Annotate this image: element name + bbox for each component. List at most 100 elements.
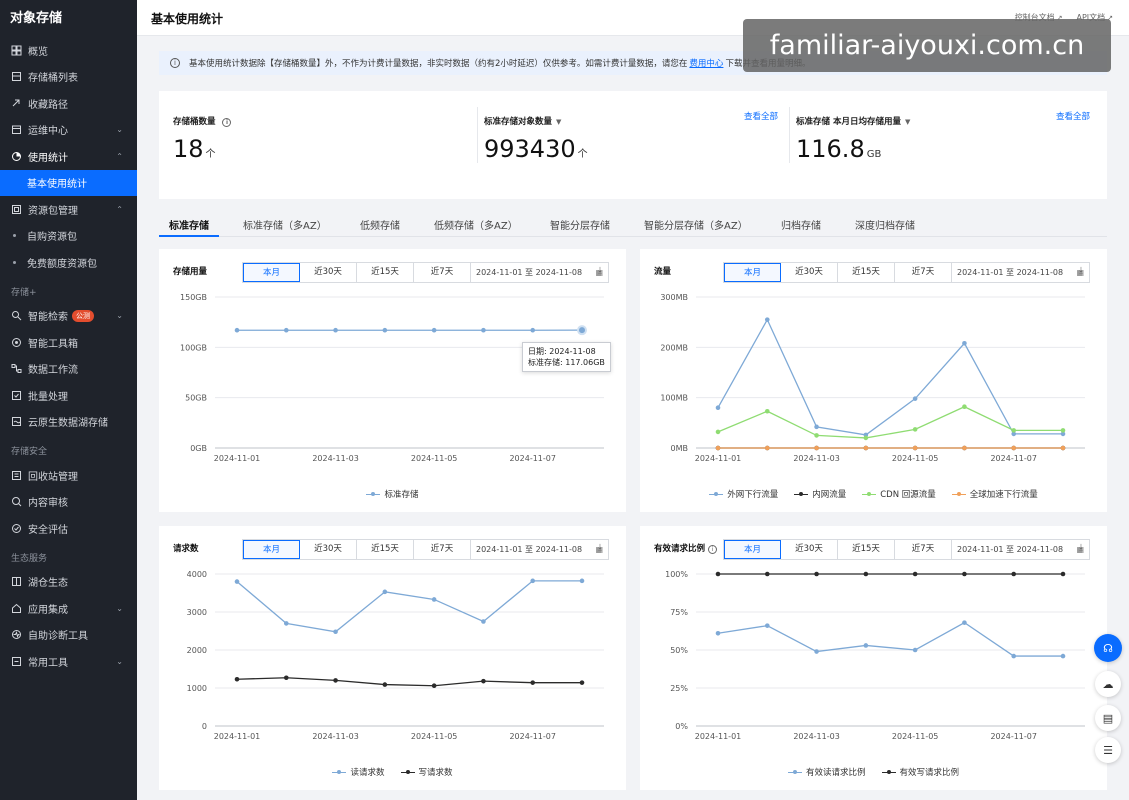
sidebar-item[interactable]: 存储桶列表 <box>0 64 137 91</box>
sidebar-item[interactable]: 自购资源包 <box>0 223 137 250</box>
sidebar-group-label: 存储+ <box>11 287 37 298</box>
api-docs-link[interactable]: API文档 ↗ <box>1076 12 1113 23</box>
menu-button[interactable]: ☰ <box>1095 737 1121 763</box>
range-option-3[interactable]: 近15天 <box>838 540 895 559</box>
tab-infrequent-multi-az[interactable]: 低频存储（多AZ） <box>434 221 518 232</box>
tab-standard[interactable]: 标准存储 <box>169 221 209 232</box>
sidebar-item[interactable]: 数据工作流 <box>0 356 137 383</box>
active-tab-indicator <box>159 235 219 237</box>
legend-item[interactable]: 写请求数 <box>400 766 453 778</box>
date-range-input[interactable]: 2024-11-01 至 2024-11-08 ▦ <box>952 263 1089 282</box>
storage-usage-chart-panel: 存储用量 本月 近30天 近15天 近7天 2024-11-01 至 2024-11-08… <box>159 249 626 512</box>
range-option-2[interactable]: 近30天 <box>300 263 357 282</box>
tab-intelligent-tiering[interactable]: 智能分层存储 <box>550 221 610 232</box>
y-tick-label: 300MB <box>660 293 688 302</box>
tab-intelligent-tiering-multi-az[interactable]: 智能分层存储（多AZ） <box>644 221 748 232</box>
customer-service-button[interactable]: ☊ <box>1094 634 1122 662</box>
range-option-1[interactable]: 本月 <box>243 263 300 282</box>
range-option-2[interactable]: 近30天 <box>781 263 838 282</box>
range-option-4[interactable]: 近7天 <box>414 263 471 282</box>
view-all-storage-link[interactable]: 查看全部 <box>1056 112 1091 122</box>
sidebar-item[interactable]: 回收站管理 <box>0 462 137 489</box>
cloud-button[interactable]: ☁ <box>1095 671 1121 697</box>
sidebar-item[interactable]: 资源包管理 ⌃ <box>0 196 137 223</box>
legend-item[interactable]: 外网下行流量 <box>709 488 778 500</box>
view-all-objects-link[interactable]: 查看全部 <box>744 112 779 122</box>
legend-swatch <box>787 768 802 776</box>
x-tick-label: 2024-11-05 <box>892 732 939 741</box>
legend-label: 写请求数 <box>418 768 453 778</box>
tab-deep-archive[interactable]: 深度归档存储 <box>855 221 915 232</box>
data-point <box>530 680 536 685</box>
sidebar-item[interactable]: 免费额度资源包 <box>0 249 137 276</box>
sidebar-item[interactable]: 云原生数据湖存储 <box>0 409 137 436</box>
chart-title: 有效请求比例 i <box>654 542 718 554</box>
sidebar-item[interactable]: 内容审核 <box>0 489 137 516</box>
tab-archive[interactable]: 归档存储 <box>781 221 821 232</box>
sidebar-item[interactable]: 运维中心 ⌄ <box>0 117 137 144</box>
range-option-1[interactable]: 本月 <box>724 263 781 282</box>
legend-item[interactable]: CDN 回源流量 <box>862 488 936 500</box>
legend-item[interactable]: 读请求数 <box>332 766 385 778</box>
chart-title-text: 存储用量 <box>173 267 208 277</box>
help-icon[interactable]: i <box>708 545 718 554</box>
date-range-input[interactable]: 2024-11-01 至 2024-11-08 ▦ <box>471 263 608 282</box>
download-icon[interactable]: ⤓ <box>1079 543 1083 553</box>
y-tick-label: 100GB <box>180 343 207 352</box>
storage-class-tabs: 标准存储 标准存储（多AZ） 低频存储 低频存储（多AZ） 智能分层存储 智能分… <box>159 213 1107 237</box>
data-point <box>814 571 819 577</box>
sidebar-item[interactable]: 智能工具箱 <box>0 329 137 356</box>
sidebar-item[interactable]: 收藏路径 <box>0 90 137 117</box>
x-tick-label: 2024-11-01 <box>214 732 261 741</box>
chart-title: 请求数 <box>173 542 199 554</box>
billing-center-link[interactable]: 费用中心 <box>689 59 724 69</box>
bullet <box>13 234 16 238</box>
sidebar-item[interactable]: 批量处理 <box>0 382 137 409</box>
avg-storage-stat: 标准存储 本月日均存储用量 ▼ 116.8 GB 查看全部 <box>796 91 1096 199</box>
tooltip-value: 标准存储: 117.06GB <box>528 358 605 367</box>
range-option-4[interactable]: 近7天 <box>895 263 952 282</box>
sidebar-item[interactable]: 智能检索 公测 ⌄ <box>0 303 137 330</box>
range-option-1[interactable]: 本月 <box>724 540 781 559</box>
recycle-icon <box>11 470 22 481</box>
sidebar-item[interactable]: 自助诊断工具 <box>0 622 137 649</box>
sidebar-item[interactable]: 概览 <box>0 37 137 64</box>
sidebar-item-label: 云原生数据湖存储 <box>28 418 108 430</box>
bullet <box>13 260 16 264</box>
download-icon[interactable]: ⤓ <box>598 543 602 553</box>
tab-standard-multi-az[interactable]: 标准存储（多AZ） <box>243 221 327 232</box>
tab-infrequent[interactable]: 低频存储 <box>360 221 400 232</box>
sidebar-item[interactable]: 常用工具 ⌄ <box>0 648 137 675</box>
range-option-2[interactable]: 近30天 <box>300 540 357 559</box>
legend-item[interactable]: 标准存储 <box>366 488 419 500</box>
download-icon[interactable]: ⤓ <box>1079 266 1083 276</box>
x-tick-label: 2024-11-03 <box>793 454 840 463</box>
date-range-input[interactable]: 2024-11-01 至 2024-11-08 ▦ <box>952 540 1089 559</box>
console-docs-link[interactable]: 控制台文档 ↗ <box>1015 12 1063 23</box>
sidebar-item[interactable]: 湖仓生态 <box>0 569 137 596</box>
series-line <box>236 677 582 687</box>
legend-item[interactable]: 有效读请求比例 <box>787 766 866 778</box>
range-option-3[interactable]: 近15天 <box>357 540 414 559</box>
download-icon[interactable]: ⤓ <box>598 266 602 276</box>
object-count-label[interactable]: 标准存储对象数量 ▼ <box>484 117 562 127</box>
sidebar-item[interactable]: 基本使用统计 <box>0 169 137 196</box>
sidebar-item[interactable]: 应用集成 ⌄ <box>0 595 137 622</box>
range-option-3[interactable]: 近15天 <box>357 263 414 282</box>
sidebar-item[interactable]: 安全评估 <box>0 515 137 542</box>
docs-button[interactable]: ▤ <box>1095 705 1121 731</box>
data-point <box>234 327 240 333</box>
range-option-1[interactable]: 本月 <box>243 540 300 559</box>
legend-item[interactable]: 全球加速下行流量 <box>951 488 1038 500</box>
date-range-text: 2024-11-01 至 2024-11-08 <box>476 545 583 554</box>
help-icon[interactable]: i <box>222 118 232 127</box>
date-range-input[interactable]: 2024-11-01 至 2024-11-08 ▦ <box>471 540 608 559</box>
avg-storage-label[interactable]: 标准存储 本月日均存储用量 ▼ <box>796 117 911 127</box>
range-option-2[interactable]: 近30天 <box>781 540 838 559</box>
range-option-4[interactable]: 近7天 <box>895 540 952 559</box>
range-option-3[interactable]: 近15天 <box>838 263 895 282</box>
range-option-4[interactable]: 近7天 <box>414 540 471 559</box>
legend-item[interactable]: 有效写请求比例 <box>881 766 959 778</box>
sidebar-item[interactable]: 使用统计 ⌃ <box>0 143 137 170</box>
legend-item[interactable]: 内网流量 <box>794 488 846 500</box>
